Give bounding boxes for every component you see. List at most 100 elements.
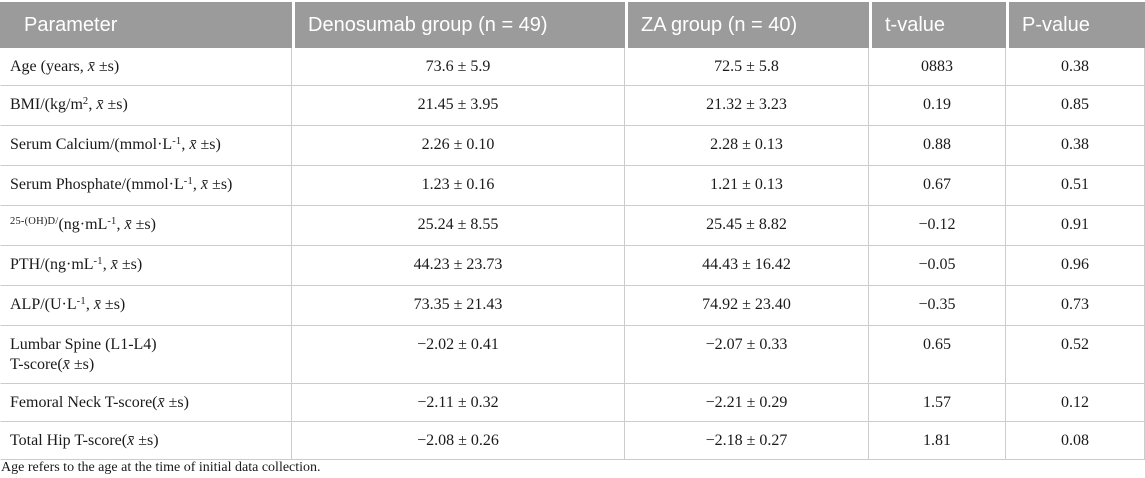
- label-text: ±s): [208, 176, 233, 193]
- xbar-symbol: x̄: [200, 176, 209, 193]
- label-text: ±s): [164, 394, 189, 411]
- xbar-symbol: x̄: [189, 136, 197, 153]
- p-value-cell: 0.12: [1006, 384, 1145, 422]
- label-text: BMI/(kg/m: [10, 96, 83, 113]
- denosumab-value-cell: 73.6 ± 5.9: [292, 48, 625, 86]
- denosumab-value-cell: 1.23 ± 0.16: [292, 166, 625, 206]
- label-text: Lumbar Spine (L1-L4): [10, 336, 157, 353]
- column-header-p-value: P-value: [1006, 2, 1145, 48]
- za-value-cell: 44.43 ± 16.42: [625, 246, 869, 286]
- label-text: ,: [88, 96, 97, 113]
- denosumab-value-cell: 73.35 ± 21.43: [292, 286, 625, 326]
- parameter-cell: ALP/(U·L-1, x̄ ±s): [0, 286, 292, 326]
- superscript-text: 25-(OH)D/: [10, 216, 59, 227]
- label-text: Total Hip T-score(: [10, 432, 128, 449]
- denosumab-value-cell: 21.45 ± 3.95: [292, 86, 625, 126]
- column-header-parameter: Parameter: [0, 2, 292, 48]
- table-footnote: Age refers to the age at the time of ini…: [1, 460, 321, 475]
- table-row: Femoral Neck T-score(x̄ ±s) −2.11 ± 0.32−…: [0, 384, 1145, 422]
- table-header: Parameter Denosumab group (n = 49) ZA gr…: [0, 2, 1145, 48]
- t-value-cell: 0.19: [869, 86, 1006, 126]
- p-value-cell: 0.38: [1006, 126, 1145, 166]
- t-value-cell: 0.88: [869, 126, 1006, 166]
- label-text: ±s): [196, 136, 221, 153]
- table-row: PTH/(ng·mL-1, x̄ ±s) 44.23 ± 23.73 44.43 ±…: [0, 246, 1145, 286]
- t-value-cell: −0.12: [869, 206, 1006, 246]
- superscript-text: -1: [93, 256, 103, 267]
- label-text: ALP/(U·L: [10, 296, 77, 313]
- superscript-text: -1: [183, 176, 193, 187]
- superscript-text: -1: [107, 216, 117, 227]
- label-text: (ng·mL: [58, 216, 108, 233]
- denosumab-value-cell: 2.26 ± 0.10: [292, 126, 625, 166]
- za-value-cell: 21.32 ± 3.23: [625, 86, 869, 126]
- denosumab-value-cell: −2.08 ± 0.26: [292, 422, 625, 460]
- za-value-cell: 74.92 ± 23.40: [625, 286, 869, 326]
- label-text: ,: [116, 216, 125, 233]
- parameter-cell: Serum Phosphate/(mmol·L-1, x̄ ±s): [0, 166, 292, 206]
- parameter-cell: PTH/(ng·mL-1, x̄ ±s): [0, 246, 292, 286]
- label-text: ±s): [100, 296, 126, 313]
- p-value-cell: 0.91: [1006, 206, 1145, 246]
- za-value-cell: 1.21 ± 0.13: [625, 166, 869, 206]
- table-row: Serum Phosphate/(mmol·L-1, x̄ ±s) 1.23 ± …: [0, 166, 1145, 206]
- t-value-cell: 0.67: [869, 166, 1006, 206]
- column-header-t-value: t-value: [869, 2, 1006, 48]
- p-value-cell: 0.85: [1006, 86, 1145, 126]
- p-value-cell: 0.73: [1006, 286, 1145, 326]
- xbar-symbol: x̄: [96, 96, 104, 113]
- label-text: ,: [102, 256, 111, 273]
- denosumab-value-cell: −2.02 ± 0.41: [292, 326, 625, 384]
- parameter-cell: Femoral Neck T-score(x̄ ±s): [0, 384, 292, 422]
- table-row: Age (years, x̄ ±s) 73.6 ± 5.9 72.5 ± 5.8 08…: [0, 48, 1145, 86]
- za-value-cell: 72.5 ± 5.8: [625, 48, 869, 86]
- p-value-cell: 0.96: [1006, 246, 1145, 286]
- p-value-cell: 0.52: [1006, 326, 1145, 384]
- t-value-cell: 0883: [869, 48, 1006, 86]
- baseline-characteristics-table: Parameter Denosumab group (n = 49) ZA gr…: [0, 2, 1145, 460]
- label-text: ±s): [131, 216, 156, 233]
- table-row: ALP/(U·L-1, x̄ ±s) 73.35 ± 21.43 74.92 ± 2…: [0, 286, 1145, 326]
- table-row: BMI/(kg/m2, x̄ ±s) 21.45 ± 3.95 21.32 ± 3.…: [0, 86, 1145, 126]
- label-text: PTH/(ng·mL: [10, 256, 94, 273]
- xbar-symbol: x̄: [127, 432, 135, 449]
- xbar-symbol: x̄: [93, 296, 101, 313]
- denosumab-value-cell: 44.23 ± 23.73: [292, 246, 625, 286]
- label-text: T-score(: [10, 356, 63, 373]
- xbar-symbol: x̄: [110, 256, 118, 273]
- label-text: ±s): [69, 356, 95, 373]
- parameter-cell: Total Hip T-score(x̄ ±s): [0, 422, 292, 460]
- table-row: 25-(OH)D/(ng·mL-1, x̄ ±s) 25.24 ± 8.55 25.…: [0, 206, 1145, 246]
- za-value-cell: −2.18 ± 0.27: [625, 422, 869, 460]
- label-text: Age (years,: [10, 58, 88, 75]
- table-row: Lumbar Spine (L1-L4) T-score(x̄ ±s) −2.02 …: [0, 326, 1145, 384]
- t-value-cell: 0.65: [869, 326, 1006, 384]
- parameter-cell: BMI/(kg/m2, x̄ ±s): [0, 86, 292, 126]
- p-value-cell: 0.08: [1006, 422, 1145, 460]
- parameter-cell: Serum Calcium/(mmol·L-1, x̄ ±s): [0, 126, 292, 166]
- table-row: Total Hip T-score(x̄ ±s) −2.08 ± 0.26 −2.1…: [0, 422, 1145, 460]
- label-text: ±s): [94, 58, 120, 75]
- t-value-cell: −0.05: [869, 246, 1006, 286]
- parameter-cell: Age (years, x̄ ±s): [0, 48, 292, 86]
- label-text: Serum Phosphate/(mmol·L: [10, 176, 184, 193]
- xbar-symbol: x̄: [157, 394, 165, 411]
- label-text: ,: [85, 296, 94, 313]
- p-value-cell: 0.51: [1006, 166, 1145, 206]
- label-text: ±s): [134, 432, 159, 449]
- column-header-za-group: ZA group (n = 40): [625, 2, 869, 48]
- column-header-denosumab-group: Denosumab group (n = 49): [292, 2, 625, 48]
- label-text: Serum Calcium/(mmol·L: [10, 136, 173, 153]
- superscript-text: -1: [76, 296, 86, 307]
- superscript-text: 2: [82, 96, 89, 107]
- parameter-cell: 25-(OH)D/(ng·mL-1, x̄ ±s): [0, 206, 292, 246]
- xbar-symbol: x̄: [62, 356, 70, 373]
- label-text: Femoral Neck T-score(: [10, 394, 158, 411]
- xbar-symbol: x̄: [87, 58, 95, 75]
- za-value-cell: −2.21 ± 0.29: [625, 384, 869, 422]
- t-value-cell: 1.81: [869, 422, 1006, 460]
- label-text: ±s): [117, 256, 143, 273]
- label-text: ,: [192, 176, 201, 193]
- denosumab-value-cell: 25.24 ± 8.55: [292, 206, 625, 246]
